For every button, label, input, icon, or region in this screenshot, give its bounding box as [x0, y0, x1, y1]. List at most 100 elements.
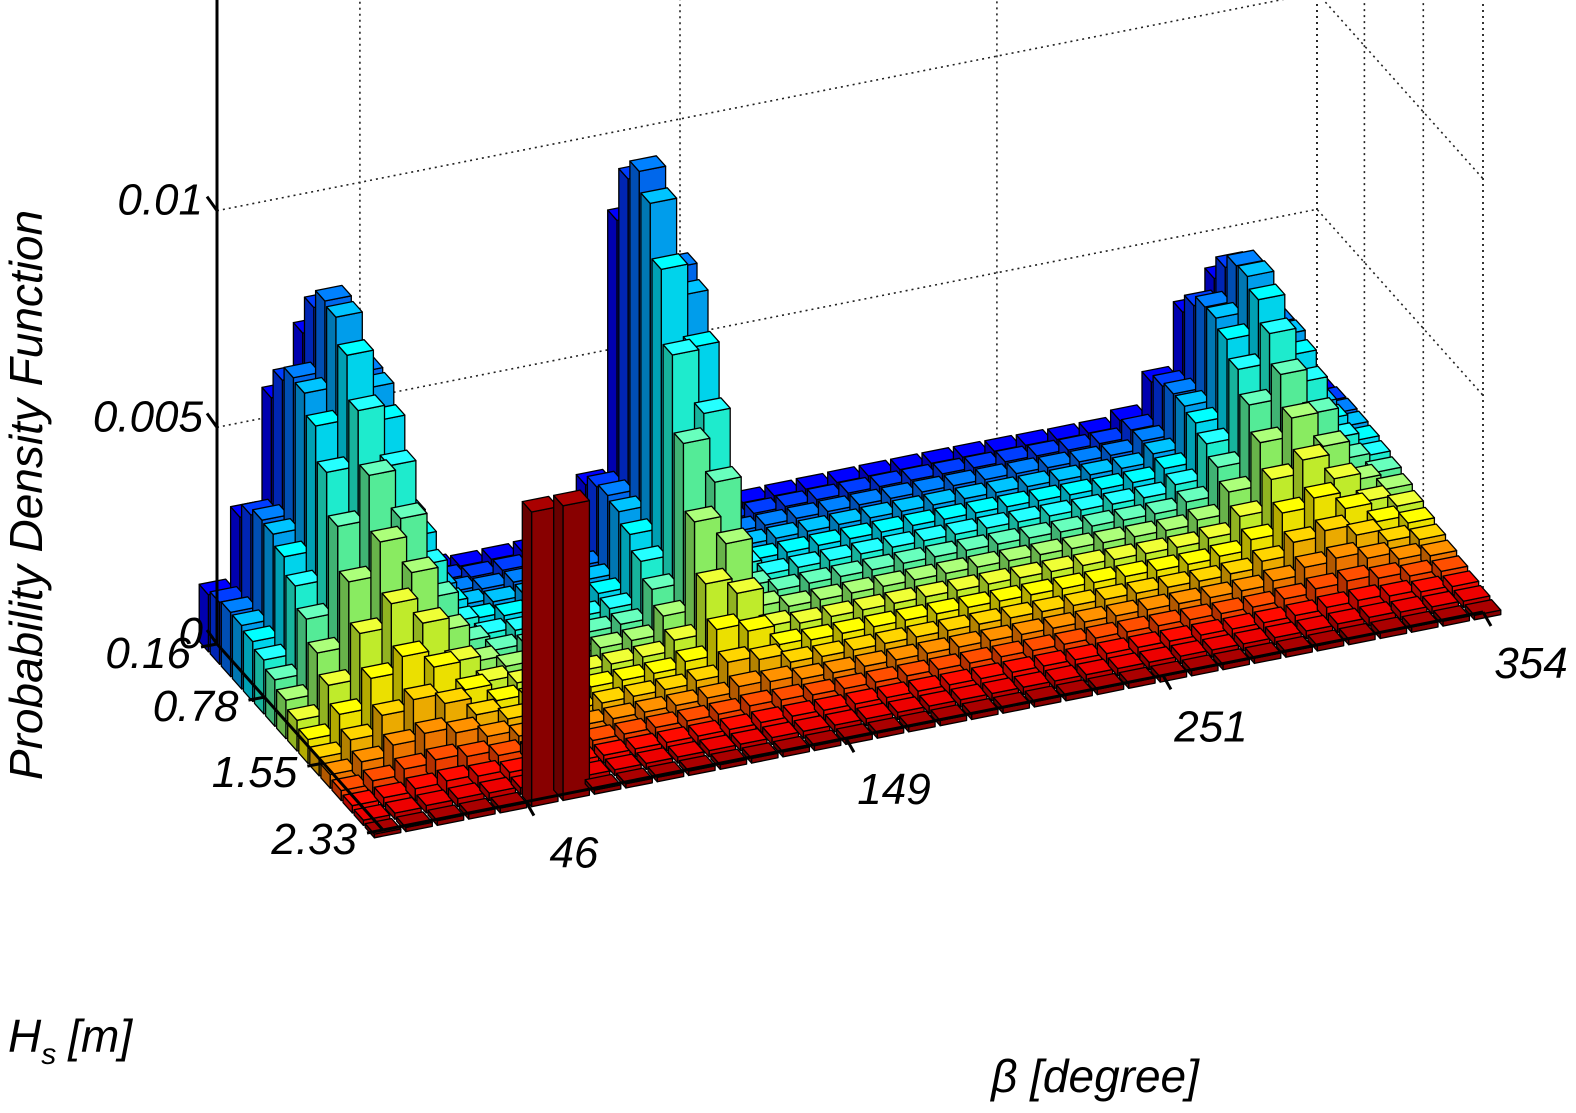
x-tick-label: 149: [857, 765, 930, 814]
bar-top-face: [1058, 433, 1096, 451]
x-tick-mark: [1481, 611, 1493, 627]
bar-top-face: [1124, 520, 1162, 538]
bar-top-face: [1190, 618, 1228, 636]
bar-3d: [395, 811, 433, 833]
bar-top-face: [455, 673, 493, 691]
bar-top-face: [287, 703, 325, 721]
bar-3d: [553, 489, 591, 802]
bar-3d: [584, 773, 622, 795]
bar-top-face: [447, 782, 485, 800]
bar-top-face: [1422, 590, 1460, 608]
bar-top-face: [1139, 646, 1177, 663]
bar-top-face: [1146, 554, 1184, 572]
bar-top-face: [838, 476, 876, 494]
bar-top-face: [995, 445, 1033, 463]
bar-top-face: [849, 488, 887, 506]
bar-top-face: [1264, 621, 1302, 639]
bar-top-face: [640, 187, 678, 205]
bar-3d: [1202, 633, 1240, 658]
bar-top-face: [1368, 561, 1406, 579]
bar-top-face: [937, 614, 975, 632]
z-gridline: [216, 208, 1484, 429]
bar-top-face: [1044, 664, 1082, 682]
bar-top-face: [708, 697, 746, 715]
bar-top-face: [991, 640, 1029, 658]
bar-top-face: [813, 694, 851, 711]
bar-top-face: [1248, 283, 1286, 301]
bar-top-face: [1170, 639, 1208, 657]
bar-top-face: [808, 529, 846, 547]
bar-top-face: [728, 670, 766, 688]
bar-top-face: [305, 409, 343, 427]
bar-top-face: [943, 469, 981, 487]
bar-top-face: [900, 463, 938, 481]
bar-top-face: [860, 501, 898, 519]
bar-top-face: [887, 696, 925, 714]
bar-top-face: [775, 490, 813, 508]
bar-top-face: [1357, 541, 1395, 559]
bar-top-face: [856, 702, 894, 720]
y-tick-label: 2.33: [270, 815, 357, 864]
bar-top-face: [998, 544, 1036, 562]
bar-top-face: [608, 495, 646, 513]
bar-top-face: [862, 553, 900, 571]
bar-top-face: [869, 470, 907, 488]
bar-top-face: [316, 456, 354, 474]
bar-top-face: [1272, 496, 1310, 514]
bar-top-face: [1263, 564, 1301, 582]
bar-top-face: [1231, 574, 1269, 592]
bar-top-face: [1237, 260, 1275, 278]
bar-top-face: [1410, 575, 1448, 593]
bar-top-face: [604, 753, 642, 771]
bar-top-face: [1093, 526, 1131, 544]
bar-top-face: [828, 508, 866, 526]
bar-top-face: [897, 659, 935, 677]
y-axis-line: [215, 643, 385, 831]
bar-top-face: [1089, 427, 1127, 445]
bar-top-face: [1281, 401, 1319, 419]
x-tick-mark: [1161, 674, 1173, 691]
bar-top-face: [1259, 317, 1297, 335]
bar-top-face: [597, 479, 635, 497]
bar-top-face: [1157, 570, 1195, 588]
bar-top-face: [349, 617, 387, 635]
y-tick-mark: [248, 695, 265, 702]
bar-top-face: [906, 620, 944, 638]
bar-top-face: [874, 627, 912, 645]
bar-top-face: [360, 662, 398, 680]
bar-top-face: [1327, 607, 1365, 625]
bar-top-face: [684, 505, 722, 523]
bar-top-face: [695, 567, 733, 585]
bar-side-face: [220, 601, 232, 678]
bar-top-face: [812, 640, 850, 658]
bar-top-face: [264, 663, 302, 681]
bar-top-face: [947, 574, 985, 592]
bar-top-face: [754, 508, 792, 526]
bar-top-face: [242, 625, 280, 643]
bar-top-face: [841, 576, 879, 594]
bar-top-face: [1314, 514, 1352, 532]
bar-top-face: [384, 796, 422, 814]
bar-top-face: [390, 502, 428, 520]
bar-top-face: [1017, 470, 1055, 488]
bar-top-face: [923, 488, 961, 506]
bar-top-face: [392, 640, 430, 658]
bar-top-face: [782, 699, 820, 717]
bar-top-face: [584, 773, 622, 791]
bar-top-face: [298, 723, 336, 741]
bar-top-face: [484, 633, 522, 651]
bar-top-face: [982, 677, 1020, 695]
bar-top-face: [743, 497, 781, 515]
bar-top-face: [1229, 500, 1267, 518]
axes-layer: 0 0.005 0.01 0.015 46 149 251 354 0.160.78 1.55 2.…: [93, 0, 1568, 878]
bar-top-face: [832, 617, 870, 634]
bar-top-face: [852, 593, 890, 611]
bar-top-face: [893, 546, 931, 564]
bar-top-face: [1240, 523, 1278, 541]
bar-top-face: [693, 397, 731, 415]
bar-top-face: [252, 503, 290, 521]
bar-top-face: [989, 584, 1027, 602]
bar-top-face: [854, 650, 892, 667]
bar-top-face: [762, 721, 800, 739]
bar-top-face: [436, 764, 474, 782]
